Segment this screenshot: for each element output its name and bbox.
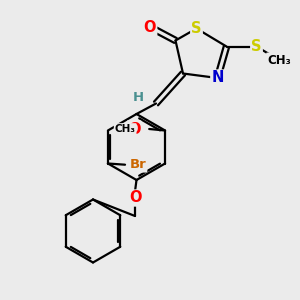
- Text: O: O: [129, 190, 141, 206]
- Text: S: S: [191, 21, 202, 36]
- Text: O: O: [128, 122, 140, 136]
- Text: H: H: [132, 91, 144, 104]
- Text: S: S: [251, 39, 262, 54]
- Text: Br: Br: [130, 158, 146, 172]
- Text: CH₃: CH₃: [267, 53, 291, 67]
- Text: CH₃: CH₃: [115, 124, 136, 134]
- Text: O: O: [144, 20, 156, 34]
- Text: N: N: [211, 70, 224, 86]
